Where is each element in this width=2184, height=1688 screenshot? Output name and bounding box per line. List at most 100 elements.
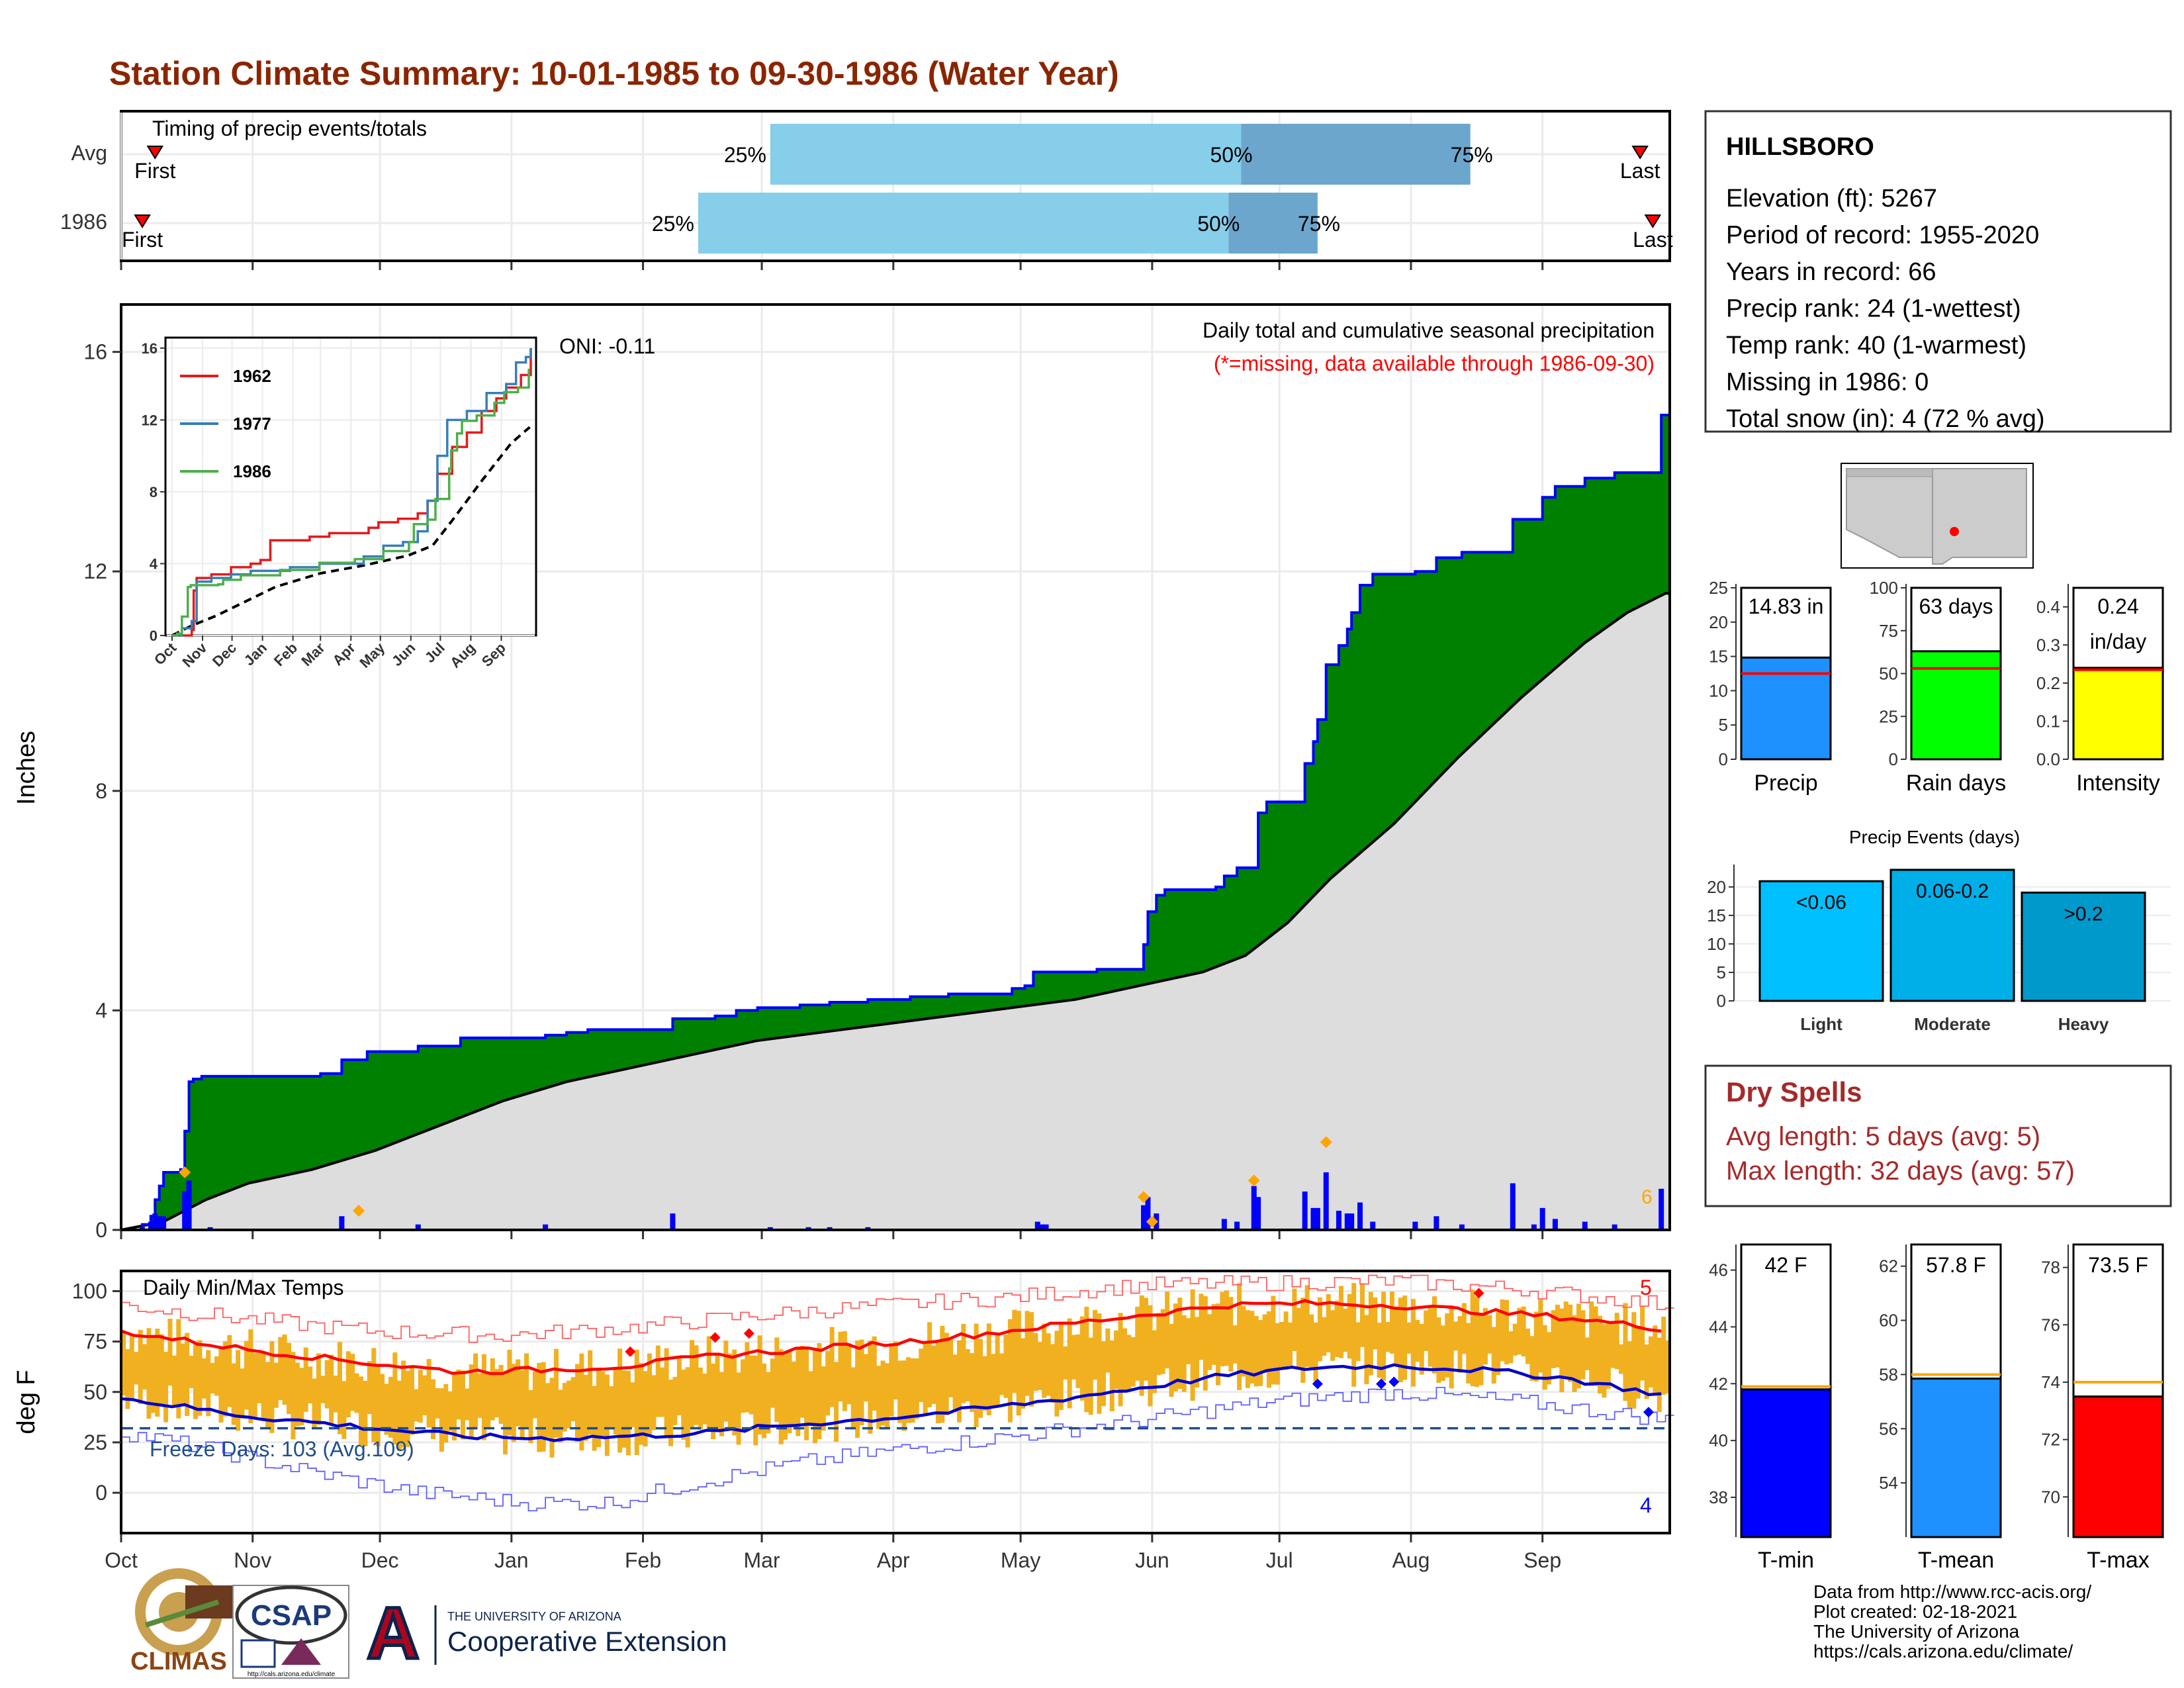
ua-small-text: THE UNIVERSITY OF ARIZONA bbox=[447, 1610, 621, 1623]
daily-temp-bar bbox=[308, 1366, 313, 1404]
daily-temp-bar bbox=[796, 1346, 801, 1436]
daily-temp-bar bbox=[405, 1370, 410, 1447]
daily-temp-bar bbox=[1071, 1335, 1077, 1380]
daily-temp-bar bbox=[685, 1367, 690, 1448]
daily-temp-bar bbox=[477, 1373, 482, 1418]
daily-temp-bar bbox=[257, 1353, 262, 1403]
daily-temp-bar bbox=[562, 1383, 567, 1432]
daily-temp-bar bbox=[1398, 1297, 1403, 1383]
daily-temp-bar bbox=[1419, 1323, 1424, 1375]
daily-temp-bar bbox=[855, 1340, 860, 1438]
daily-temp-bar bbox=[1436, 1317, 1441, 1383]
timing-p75-label: 75% bbox=[1451, 143, 1493, 167]
daily-temp-bar bbox=[574, 1364, 580, 1442]
daily-temp-bar bbox=[473, 1353, 478, 1430]
summary-ytick-label: 15 bbox=[1709, 647, 1728, 667]
daily-temp-bar bbox=[757, 1335, 762, 1435]
temp-bar-t-max bbox=[2072, 1395, 2164, 1538]
daily-temp-bar bbox=[778, 1349, 784, 1444]
temp-summary-ytick-label: 62 bbox=[1879, 1256, 1898, 1276]
daily-temp-bar bbox=[1533, 1311, 1539, 1382]
events-title: Precip Events (days) bbox=[1849, 827, 2020, 847]
daily-temp-bar bbox=[490, 1358, 495, 1421]
events-bar-label: >0.2 bbox=[2064, 903, 2103, 925]
csap-logo-url: http://cals.arizona.edu/climate bbox=[248, 1671, 336, 1678]
daily-temp-bar bbox=[1156, 1313, 1161, 1376]
daily-precip-bar bbox=[827, 1227, 833, 1230]
daily-temp-bar bbox=[766, 1372, 771, 1434]
daily-temp-bar bbox=[1028, 1312, 1034, 1407]
summary-bar-name: Rain days bbox=[1906, 771, 2006, 796]
daily-temp-bar bbox=[1568, 1304, 1573, 1382]
temp-summary-ytick-label: 56 bbox=[1879, 1419, 1898, 1438]
month-label: Mar bbox=[744, 1548, 780, 1572]
daily-precip-bar bbox=[339, 1216, 345, 1230]
footer-line: https://cals.arizona.edu/climate/ bbox=[1813, 1641, 2073, 1662]
daily-temp-bar bbox=[1228, 1297, 1234, 1372]
daily-temp-bar bbox=[1275, 1323, 1280, 1385]
daily-temp-bar bbox=[1126, 1335, 1132, 1390]
daily-temp-bar bbox=[634, 1349, 639, 1456]
daily-temp-bar bbox=[1232, 1325, 1238, 1364]
timing-p25-label: 25% bbox=[652, 212, 694, 236]
summary-ytick-label: 25 bbox=[1879, 706, 1898, 726]
daily-temp-bar bbox=[1190, 1289, 1195, 1401]
daily-temp-bar bbox=[303, 1347, 308, 1412]
daily-temp-bar bbox=[1496, 1312, 1501, 1375]
daily-precip-bar bbox=[1336, 1210, 1342, 1230]
daily-temp-bar bbox=[502, 1373, 508, 1455]
daily-temp-bar bbox=[583, 1374, 588, 1441]
summary-bar-label: 14.83 in bbox=[1749, 594, 1824, 618]
daily-temp-bar bbox=[1457, 1316, 1463, 1373]
daily-temp-bar bbox=[1389, 1291, 1394, 1354]
temp-summary-ytick-label: 44 bbox=[1709, 1317, 1728, 1336]
daily-temp-bar bbox=[791, 1361, 796, 1425]
daily-precip-bar bbox=[1349, 1213, 1355, 1230]
daily-temp-bar bbox=[1283, 1311, 1289, 1370]
station-info-box: HILLSBORO Elevation (ft): 5267 Period of … bbox=[1704, 110, 2172, 433]
daily-temp-bar bbox=[388, 1377, 393, 1438]
record-low-marker bbox=[1388, 1376, 1400, 1387]
daily-temp-bar bbox=[655, 1345, 660, 1417]
inset-ytick-label: 0 bbox=[150, 628, 158, 644]
daily-temp-bar bbox=[965, 1349, 970, 1401]
daily-temp-bar bbox=[1296, 1307, 1301, 1369]
inset-ytick-label: 16 bbox=[142, 340, 158, 357]
daily-temp-bar bbox=[1211, 1304, 1216, 1365]
daily-temp-bar bbox=[1313, 1322, 1318, 1383]
daily-temp-bar bbox=[295, 1362, 300, 1427]
daily-temp-bar bbox=[1449, 1305, 1454, 1389]
daily-temp-bar bbox=[545, 1383, 551, 1438]
daily-temp-bar bbox=[240, 1368, 245, 1419]
daily-temp-bar bbox=[1385, 1321, 1390, 1352]
footer-line: Data from http://www.rcc-acis.org/ bbox=[1813, 1581, 2092, 1602]
daily-temp-bar bbox=[745, 1342, 750, 1413]
daily-temp-bar bbox=[596, 1368, 602, 1448]
temp-title: Daily Min/Max Temps bbox=[143, 1276, 343, 1299]
daily-temp-bar bbox=[1347, 1294, 1352, 1359]
daily-precip-bar bbox=[1659, 1188, 1664, 1230]
daily-temp-bar bbox=[371, 1348, 377, 1442]
daily-temp-bar bbox=[952, 1354, 958, 1412]
daily-temp-bar bbox=[727, 1353, 733, 1430]
page-title: Station Climate Summary: 10-01-1985 to 0… bbox=[109, 55, 1119, 92]
daily-temp-bar bbox=[1415, 1319, 1420, 1362]
precip-ytick-label: 0 bbox=[95, 1218, 107, 1242]
daily-temp-bar bbox=[842, 1331, 847, 1411]
csap-logo: CSAP http://cals.arizona.edu/climate bbox=[232, 1585, 349, 1679]
temp-bar-t-mean bbox=[1910, 1378, 2002, 1538]
cumulative-precip-line bbox=[121, 413, 1670, 1231]
daily-temp-bar bbox=[1512, 1323, 1518, 1356]
timing-bar-50-75 bbox=[1241, 124, 1471, 185]
daily-temp-bar bbox=[287, 1342, 292, 1415]
daily-temp-bar bbox=[1593, 1306, 1598, 1386]
daily-temp-bar bbox=[660, 1367, 665, 1417]
daily-temp-bar bbox=[1432, 1296, 1437, 1374]
summary-ytick-label: 0 bbox=[1889, 749, 1898, 769]
daily-temp-bar bbox=[1368, 1291, 1373, 1376]
daily-temp-bar bbox=[363, 1381, 368, 1446]
daily-temp-bar bbox=[970, 1353, 975, 1413]
daily-temp-bar bbox=[1440, 1325, 1445, 1382]
daily-temp-bar bbox=[367, 1361, 372, 1415]
summary-ytick-label: 75 bbox=[1879, 621, 1898, 641]
